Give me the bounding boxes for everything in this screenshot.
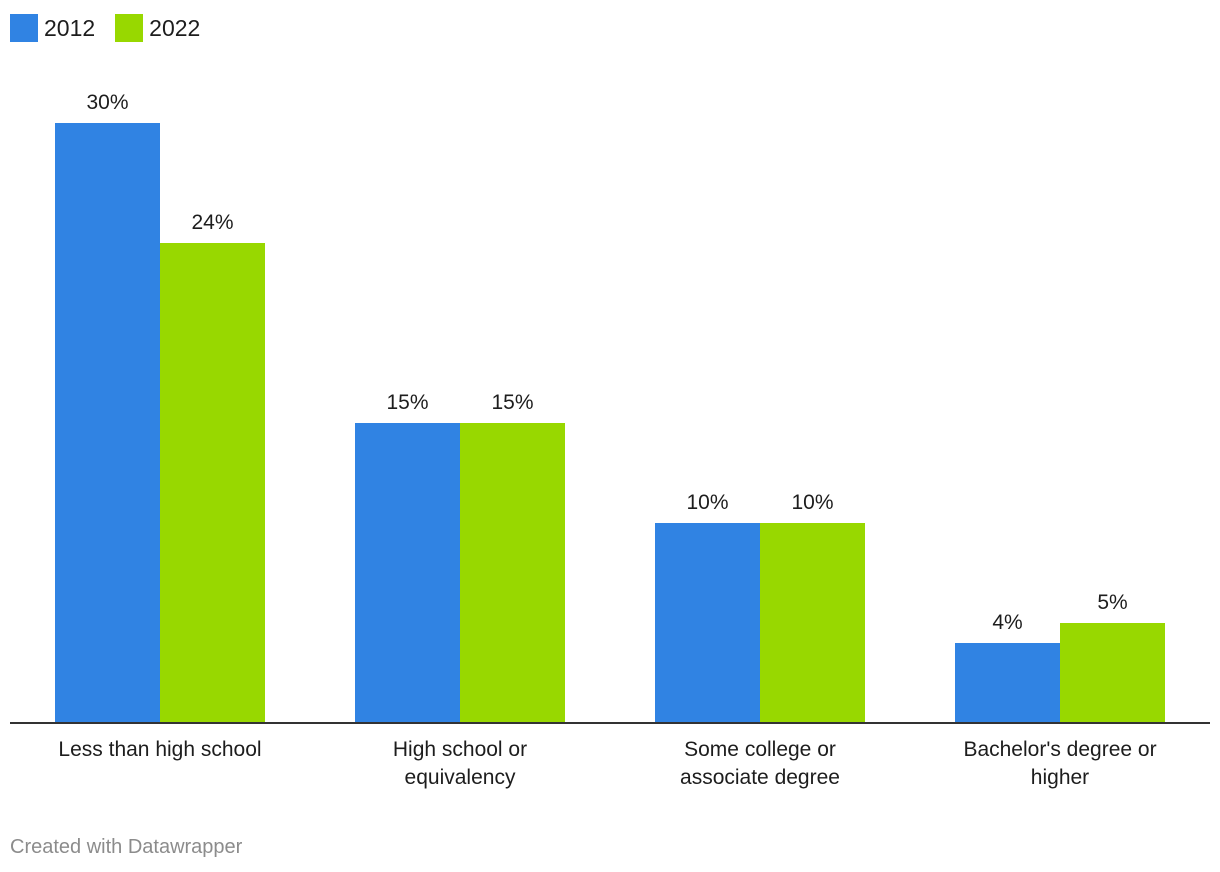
category-label-3-line-1: Some college or bbox=[684, 738, 836, 761]
legend-item-2012: 2012 bbox=[10, 14, 95, 42]
data-label-2012-4: 4% bbox=[992, 611, 1022, 634]
bar-2012-1 bbox=[55, 123, 160, 723]
data-label-2022-1: 24% bbox=[191, 211, 233, 234]
data-label-2022-2: 15% bbox=[491, 391, 533, 414]
category-label-2-line-1: High school or bbox=[393, 738, 527, 761]
bar-2022-2 bbox=[460, 423, 565, 723]
category-label-4-line-2: higher bbox=[1031, 766, 1089, 789]
data-label-2012-2: 15% bbox=[386, 391, 428, 414]
bar-2022-3 bbox=[760, 523, 865, 723]
category-label-4-line-1: Bachelor's degree or bbox=[963, 738, 1156, 761]
data-label-2012-1: 30% bbox=[86, 91, 128, 114]
category-label-1-line-1: Less than high school bbox=[58, 738, 261, 761]
data-label-2022-4: 5% bbox=[1097, 591, 1127, 614]
data-label-2022-3: 10% bbox=[791, 491, 833, 514]
bar-2012-2 bbox=[355, 423, 460, 723]
legend-swatch-2012 bbox=[10, 14, 38, 42]
legend: 2012 2022 bbox=[10, 14, 220, 42]
category-label-3-line-2: associate degree bbox=[680, 766, 840, 789]
legend-swatch-2022 bbox=[115, 14, 144, 42]
bar-2022-4 bbox=[1060, 623, 1165, 723]
footer-credit: Created with Datawrapper bbox=[10, 836, 243, 858]
bar-2012-4 bbox=[955, 643, 1060, 723]
bar-2012-3 bbox=[655, 523, 760, 723]
legend-item-2022: 2022 bbox=[115, 14, 200, 42]
legend-label-2012: 2012 bbox=[44, 15, 96, 41]
legend-label-2022: 2022 bbox=[149, 15, 201, 41]
data-label-2012-3: 10% bbox=[686, 491, 728, 514]
bar-2022-1 bbox=[160, 243, 265, 723]
category-label-2-line-2: equivalency bbox=[405, 766, 516, 789]
